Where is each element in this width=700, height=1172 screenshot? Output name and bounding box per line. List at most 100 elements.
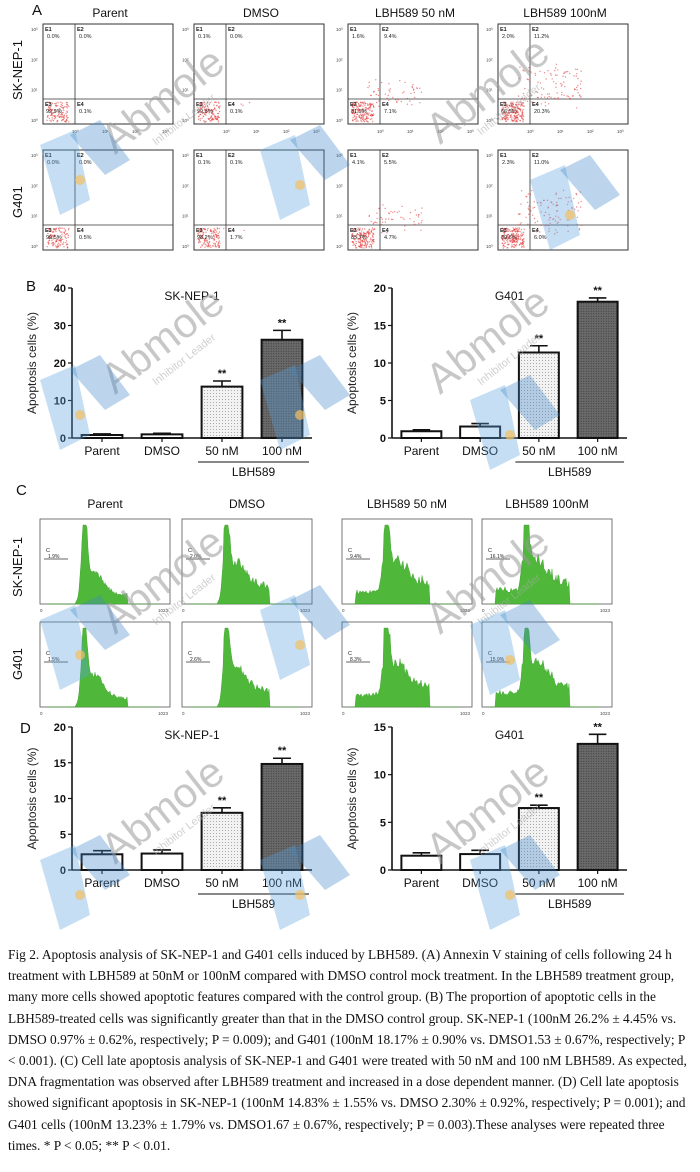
- event-dot: [51, 239, 53, 242]
- event-dot: [62, 243, 64, 245]
- event-dot: [212, 245, 214, 247]
- event-dot: [51, 119, 53, 121]
- event-dot: [360, 240, 362, 242]
- event-dot: [555, 83, 557, 85]
- event-dot: [48, 107, 51, 109]
- y-tick-label: 30: [54, 321, 66, 333]
- x-tick-label: 10⁰: [527, 129, 534, 134]
- event-dot: [522, 120, 524, 123]
- x-tick-label: 10²: [132, 129, 139, 134]
- event-dot: [370, 244, 373, 246]
- y-tick-label: 20: [54, 358, 66, 370]
- event-dot: [198, 228, 200, 231]
- quadrant-label-e1: E1: [196, 153, 203, 159]
- quadrant-label-e3: E3: [350, 102, 357, 108]
- event-dot: [198, 235, 200, 237]
- event-dot: [52, 115, 54, 117]
- event-dot: [365, 109, 367, 112]
- event-dot: [577, 77, 579, 80]
- event-dot: [368, 241, 371, 243]
- event-dot: [212, 113, 214, 116]
- event-dot: [510, 109, 513, 111]
- panel-c-histograms: Parent DMSO LBH589 50 nM LBH589 100nM SK-NEP…: [0, 485, 700, 716]
- event-dot: [67, 229, 70, 231]
- event-dot: [63, 227, 65, 230]
- event-dot: [216, 228, 219, 230]
- event-dot: [567, 225, 569, 227]
- event-dot: [65, 233, 68, 235]
- event-dot: [546, 93, 549, 95]
- event-dot: [197, 112, 199, 114]
- event-dot: [356, 230, 358, 232]
- event-dot: [57, 245, 59, 247]
- event-dot: [513, 114, 516, 117]
- event-dot: [523, 231, 525, 234]
- event-dot: [513, 243, 515, 246]
- gate-percentage: 9.4%: [350, 554, 362, 560]
- event-dot: [355, 115, 357, 118]
- event-dot: [198, 115, 200, 117]
- event-dot: [55, 227, 57, 229]
- event-dot: [214, 107, 216, 109]
- gate-percentage: 2.0%: [190, 554, 202, 560]
- event-dot: [354, 118, 356, 121]
- event-dot: [526, 100, 529, 103]
- event-dot: [528, 91, 531, 94]
- histogram-plot: C2.0% 0 1023: [181, 518, 313, 613]
- event-dot: [513, 117, 515, 119]
- event-dot: [206, 241, 209, 244]
- event-dot: [412, 84, 414, 86]
- event-dot: [360, 246, 363, 248]
- event-dot: [520, 222, 522, 224]
- event-dot: [385, 218, 387, 220]
- event-dot: [240, 103, 242, 105]
- event-dot: [60, 241, 62, 243]
- event-dot: [507, 110, 510, 112]
- event-dot: [388, 99, 390, 102]
- significance-label: **: [278, 317, 287, 329]
- event-dot: [576, 216, 579, 219]
- event-dot: [367, 241, 369, 243]
- event-dot: [513, 120, 515, 122]
- event-dot: [57, 236, 59, 238]
- event-dot: [501, 108, 503, 110]
- y-tick-label: 10⁰: [182, 118, 189, 123]
- event-dot: [547, 207, 549, 209]
- event-dot: [55, 245, 57, 247]
- event-dot: [366, 103, 369, 105]
- event-dot: [513, 234, 515, 236]
- y-tick-label: 10: [374, 358, 386, 370]
- event-dot: [364, 104, 366, 107]
- event-dot: [358, 116, 360, 119]
- event-dot: [527, 223, 529, 225]
- event-dot: [57, 102, 59, 104]
- gate-label: C: [488, 651, 492, 657]
- event-dot: [578, 94, 581, 96]
- event-dot: [363, 244, 365, 247]
- event-dot: [68, 105, 70, 108]
- event-dot: [528, 70, 530, 72]
- event-dot: [522, 241, 524, 243]
- event-dot: [210, 228, 212, 231]
- event-dot: [372, 233, 374, 235]
- event-dot: [215, 101, 217, 104]
- x-tick-label: 10³: [467, 129, 474, 134]
- event-dot: [67, 234, 70, 237]
- event-dot: [528, 213, 530, 215]
- x-tick-label: 50 nM: [522, 876, 555, 890]
- event-dot: [368, 112, 370, 114]
- event-dot: [514, 109, 517, 111]
- event-dot: [64, 235, 66, 237]
- y-tick-label: 20: [54, 722, 66, 734]
- event-dot: [513, 107, 515, 109]
- event-dot: [54, 229, 56, 231]
- event-dot: [200, 230, 203, 233]
- event-dot: [574, 88, 576, 90]
- event-dot: [47, 241, 49, 243]
- event-dot: [359, 236, 362, 239]
- event-dot: [579, 228, 581, 230]
- event-dot: [63, 231, 65, 233]
- event-dot: [218, 110, 221, 113]
- event-dot: [55, 230, 57, 233]
- event-dot: [521, 232, 523, 234]
